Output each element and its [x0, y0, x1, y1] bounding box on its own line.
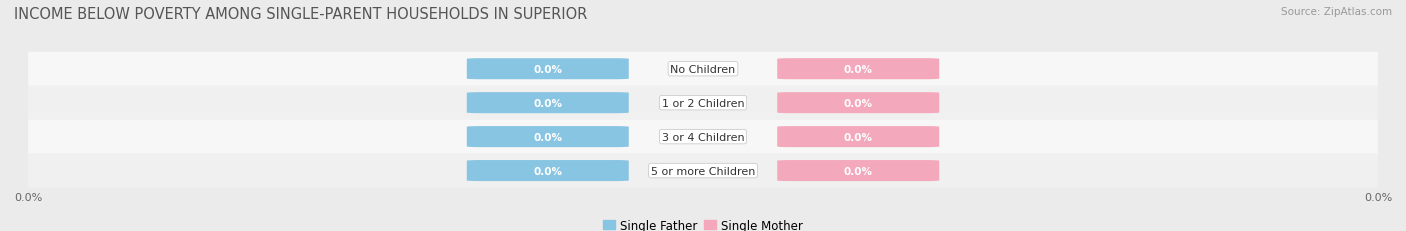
- Text: No Children: No Children: [671, 64, 735, 74]
- FancyBboxPatch shape: [467, 160, 628, 181]
- Text: 0.0%: 0.0%: [844, 98, 873, 108]
- Text: 1 or 2 Children: 1 or 2 Children: [662, 98, 744, 108]
- FancyBboxPatch shape: [778, 127, 939, 148]
- FancyBboxPatch shape: [28, 52, 1378, 86]
- Text: 0.0%: 0.0%: [844, 132, 873, 142]
- FancyBboxPatch shape: [778, 59, 939, 80]
- FancyBboxPatch shape: [28, 120, 1378, 154]
- FancyBboxPatch shape: [778, 160, 939, 181]
- FancyBboxPatch shape: [467, 127, 628, 148]
- FancyBboxPatch shape: [28, 154, 1378, 188]
- FancyBboxPatch shape: [467, 59, 628, 80]
- Text: 0.0%: 0.0%: [533, 166, 562, 176]
- Text: 0.0%: 0.0%: [533, 64, 562, 74]
- Legend: Single Father, Single Mother: Single Father, Single Mother: [599, 214, 807, 231]
- Text: 0.0%: 0.0%: [844, 64, 873, 74]
- FancyBboxPatch shape: [467, 93, 628, 114]
- FancyBboxPatch shape: [778, 93, 939, 114]
- Text: 5 or more Children: 5 or more Children: [651, 166, 755, 176]
- Text: 0.0%: 0.0%: [533, 98, 562, 108]
- Text: 0.0%: 0.0%: [533, 132, 562, 142]
- Text: 3 or 4 Children: 3 or 4 Children: [662, 132, 744, 142]
- Text: Source: ZipAtlas.com: Source: ZipAtlas.com: [1281, 7, 1392, 17]
- Text: INCOME BELOW POVERTY AMONG SINGLE-PARENT HOUSEHOLDS IN SUPERIOR: INCOME BELOW POVERTY AMONG SINGLE-PARENT…: [14, 7, 588, 22]
- Text: 0.0%: 0.0%: [844, 166, 873, 176]
- FancyBboxPatch shape: [28, 86, 1378, 120]
